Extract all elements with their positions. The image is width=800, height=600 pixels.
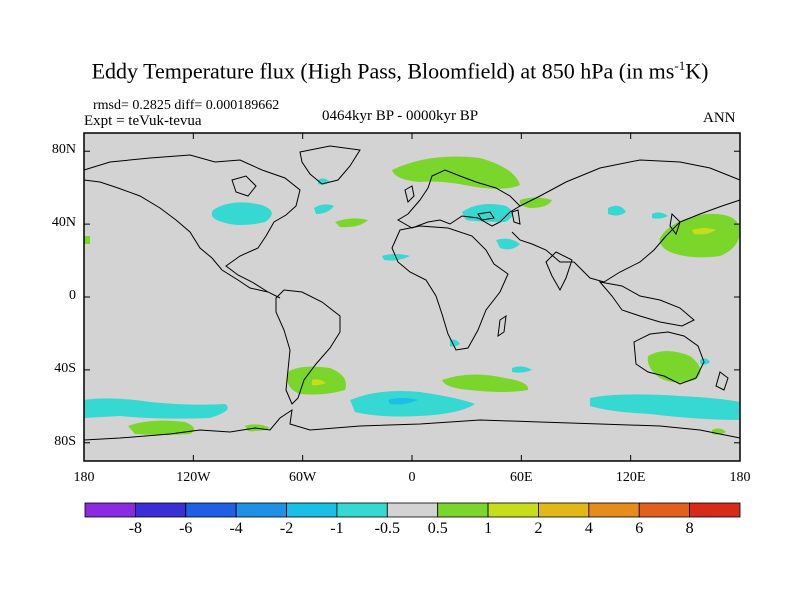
anomaly-indian-ocean bbox=[442, 374, 529, 392]
anomaly-south-america-core bbox=[312, 379, 326, 386]
colorbar-label: 4 bbox=[584, 520, 593, 537]
anomaly-north-america bbox=[211, 202, 272, 225]
anomaly-tasman bbox=[700, 358, 710, 365]
coast-new-zealand bbox=[715, 371, 729, 391]
anomaly-southern-ocean-central-core bbox=[388, 398, 418, 405]
anomaly-southern-ocean-central bbox=[350, 391, 475, 417]
anomaly-east-europe bbox=[519, 197, 552, 208]
latitude-label: 40S bbox=[54, 360, 76, 376]
colorbar-label: -6 bbox=[179, 520, 193, 537]
latitude-label: 0 bbox=[69, 288, 76, 303]
latitude-label: 80S bbox=[54, 433, 76, 449]
colorbar-swatch bbox=[134, 502, 187, 518]
colorbar-label: -4 bbox=[229, 520, 243, 537]
anomaly-antarctic-pacific bbox=[128, 420, 194, 435]
colorbar-swatch bbox=[386, 502, 439, 518]
anomaly-australia bbox=[647, 351, 701, 383]
coast-hudson-bay bbox=[231, 175, 257, 197]
anomaly-scandinavia bbox=[392, 156, 520, 189]
anomaly-dateline-west bbox=[84, 236, 90, 244]
anomaly-southern-ocean-west bbox=[84, 398, 228, 419]
season-label: ANN bbox=[703, 110, 736, 126]
colorbar-swatch bbox=[437, 502, 489, 518]
colorbar-swatch bbox=[185, 502, 237, 518]
coast-black-sea bbox=[477, 211, 495, 221]
colorbar-swatch bbox=[235, 502, 287, 518]
coast-uk bbox=[404, 185, 415, 203]
coast-africa bbox=[391, 225, 509, 351]
anomaly-japan bbox=[652, 212, 668, 219]
colorbar-label: 1 bbox=[484, 520, 493, 537]
stats-text: rmsd= 0.2825 diff= 0.000189662 bbox=[93, 98, 280, 113]
colorbar bbox=[84, 502, 741, 518]
coast-japan bbox=[669, 212, 681, 236]
coast-antarctica bbox=[83, 408, 741, 441]
colorbar-label: -2 bbox=[279, 520, 294, 537]
colorbar-label: 6 bbox=[635, 520, 644, 537]
longitude-label: 60W bbox=[289, 470, 317, 485]
colorbar-label: 0.5 bbox=[427, 520, 448, 537]
colorbar-label: -1 bbox=[330, 520, 344, 537]
axis-ticks bbox=[83, 133, 741, 461]
colorbar-swatch bbox=[638, 502, 691, 518]
anomaly-north-pacific bbox=[659, 213, 740, 258]
anomaly-south-atlantic bbox=[450, 339, 460, 347]
colorbar-label: 2 bbox=[534, 520, 543, 537]
anomaly-north-pacific-core bbox=[692, 228, 716, 235]
coast-southeast-asia bbox=[598, 281, 695, 327]
anomaly-west-asia bbox=[608, 205, 626, 216]
coast-madagascar bbox=[497, 314, 507, 338]
anomaly-mid-atlantic bbox=[335, 218, 368, 228]
plot-title: Eddy Temperature flux (High Pass, Bloomf… bbox=[91, 58, 709, 84]
latitude-label: 40N bbox=[51, 215, 76, 231]
experiment-label: Expt = teVuk-tevua bbox=[84, 113, 202, 129]
colorbar-swatch bbox=[487, 502, 539, 518]
colorbar-label: 8 bbox=[685, 520, 694, 537]
colorbar-swatch bbox=[538, 502, 590, 518]
anomaly-southern-ocean-east bbox=[590, 394, 740, 420]
longitude-label: 180 bbox=[73, 470, 95, 485]
coast-greenland bbox=[299, 145, 361, 185]
longitude-label: 180 bbox=[729, 470, 751, 485]
coast-europe bbox=[397, 169, 521, 229]
longitude-label: 60E bbox=[510, 470, 533, 485]
coast-north-america bbox=[83, 154, 301, 299]
colorbar-swatch bbox=[84, 502, 136, 518]
coast-australia bbox=[633, 331, 705, 385]
latitude-label: 80N bbox=[51, 142, 76, 158]
coastlines bbox=[83, 145, 741, 441]
longitude-label: 120E bbox=[615, 470, 646, 485]
anomaly-north-atlantic bbox=[314, 204, 334, 214]
colorbar-label: -8 bbox=[128, 520, 143, 537]
colorbar-label: -0.5 bbox=[374, 520, 400, 537]
colorbar-swatch bbox=[689, 502, 741, 518]
colorbar-swatch bbox=[336, 502, 388, 518]
colorbar-swatch bbox=[286, 502, 338, 518]
anomaly-middle-east bbox=[496, 238, 520, 250]
coast-asia bbox=[511, 159, 741, 283]
anomaly-indian-ocean-small bbox=[512, 366, 532, 373]
period-label: 0464kyr BP - 0000kyr BP bbox=[322, 108, 479, 124]
anomaly-regions bbox=[84, 156, 740, 435]
longitude-label: 0 bbox=[408, 470, 416, 485]
coast-india bbox=[545, 251, 573, 292]
coast-caspian bbox=[511, 209, 521, 225]
longitude-label: 120W bbox=[176, 470, 211, 485]
colorbar-swatch bbox=[588, 502, 640, 518]
coast-south-america bbox=[275, 289, 341, 405]
